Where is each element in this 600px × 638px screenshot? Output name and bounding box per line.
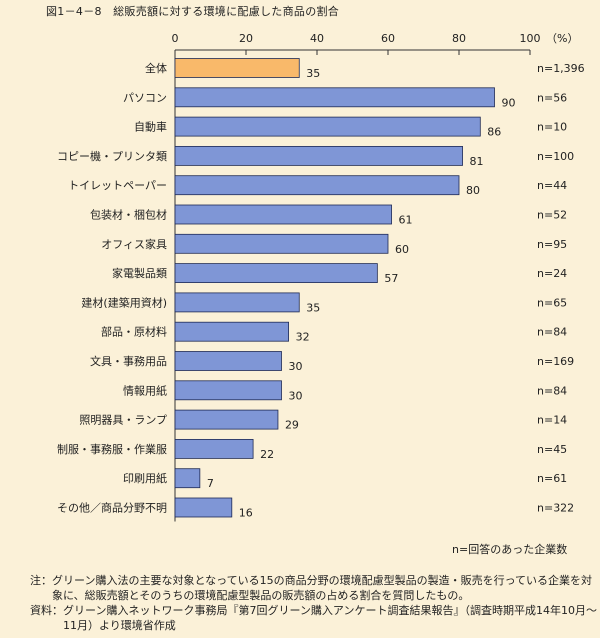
category-label: 家電製品類	[112, 266, 167, 280]
data-label: 16	[239, 507, 253, 520]
sample-size-label: n=45	[537, 443, 567, 456]
bar	[175, 88, 495, 107]
legend-note: n=回答のあった企業数	[452, 541, 567, 557]
bar	[175, 469, 200, 488]
bar	[175, 176, 459, 195]
data-label: 60	[395, 243, 409, 256]
data-label: 30	[289, 389, 303, 402]
category-label: 文具・事務用品	[90, 354, 167, 368]
sample-size-label: n=322	[537, 502, 574, 515]
data-label: 32	[296, 331, 310, 344]
data-label: 61	[399, 214, 413, 227]
data-label: 22	[260, 448, 274, 461]
data-label: 57	[384, 272, 398, 285]
x-unit-label: （%）	[546, 32, 578, 45]
sample-size-label: n=1,396	[537, 62, 585, 75]
footnotes: 注： グリーン購入法の主要な対象となっている15の商品分野の環境配慮型製品の製造…	[30, 573, 600, 633]
sample-size-label: n=84	[537, 384, 567, 397]
data-label: 30	[289, 360, 303, 373]
category-label: 印刷用紙	[123, 471, 167, 485]
category-label: トイレットペーパー	[68, 179, 167, 192]
bar	[175, 59, 299, 78]
category-label: 建材(建築用資材)	[81, 295, 167, 309]
data-label: 80	[466, 184, 480, 197]
sample-size-label: n=52	[537, 209, 567, 222]
category-label: 自動車	[134, 120, 167, 134]
bar	[175, 352, 282, 371]
bar	[175, 410, 278, 429]
x-tick-label: 60	[381, 32, 395, 45]
sample-size-label: n=10	[537, 121, 567, 134]
sample-size-label: n=24	[537, 267, 567, 280]
sample-size-label: n=100	[537, 150, 574, 163]
bar	[175, 322, 289, 341]
x-tick-label: 80	[452, 32, 466, 45]
category-label: 制服・事務服・作業服	[57, 442, 167, 456]
bar	[175, 498, 232, 517]
data-label: 86	[487, 126, 501, 139]
category-label: コピー機・プリンタ類	[57, 149, 167, 163]
sample-size-label: n=95	[537, 238, 567, 251]
footnote-note: 注： グリーン購入法の主要な対象となっている15の商品分野の環境配慮型製品の製造…	[30, 573, 600, 603]
x-tick-label: 40	[310, 32, 324, 45]
bar	[175, 234, 388, 253]
bar	[175, 117, 480, 136]
bar	[175, 205, 392, 224]
bar	[175, 293, 299, 312]
footnote-note-label: 注：	[30, 573, 52, 603]
category-label: 部品・原材料	[101, 325, 167, 339]
data-label: 81	[470, 155, 484, 168]
category-label: パソコン	[123, 91, 167, 104]
bar	[175, 146, 463, 165]
sample-size-label: n=169	[537, 355, 574, 368]
x-tick-label: 100	[520, 32, 541, 45]
category-label: 照明器具・ランプ	[79, 414, 167, 427]
footnote-source: 資料： グリーン購入ネットワーク事務局『第7回グリーン購入アンケート調査結果報告…	[30, 603, 600, 633]
sample-size-label: n=65	[537, 296, 567, 309]
category-label: 全体	[145, 61, 167, 75]
data-label: 7	[207, 477, 214, 490]
footnote-source-text: グリーン購入ネットワーク事務局『第7回グリーン購入アンケート調査結果報告』（調査…	[63, 603, 600, 633]
bar	[175, 439, 253, 458]
data-label: 29	[285, 419, 299, 432]
category-label: その他／商品分野不明	[57, 501, 167, 515]
sample-size-label: n=44	[537, 179, 567, 192]
sample-size-label: n=14	[537, 414, 567, 427]
footnote-note-text: グリーン購入法の主要な対象となっている15の商品分野の環境配慮型製品の製造・販売…	[52, 573, 600, 603]
sample-size-label: n=84	[537, 326, 567, 339]
sample-size-label: n=56	[537, 91, 567, 104]
bar	[175, 381, 282, 400]
data-label: 35	[306, 67, 320, 80]
sample-size-label: n=61	[537, 472, 567, 485]
category-label: 情報用紙	[123, 383, 167, 397]
category-label: 包装材・梱包材	[90, 208, 167, 222]
x-tick-label: 0	[172, 32, 179, 45]
bar	[175, 264, 377, 283]
data-label: 90	[502, 96, 516, 109]
x-tick-label: 20	[239, 32, 253, 45]
footnote-source-label: 資料：	[30, 603, 63, 633]
data-label: 35	[306, 301, 320, 314]
category-label: オフィス家具	[101, 237, 167, 251]
